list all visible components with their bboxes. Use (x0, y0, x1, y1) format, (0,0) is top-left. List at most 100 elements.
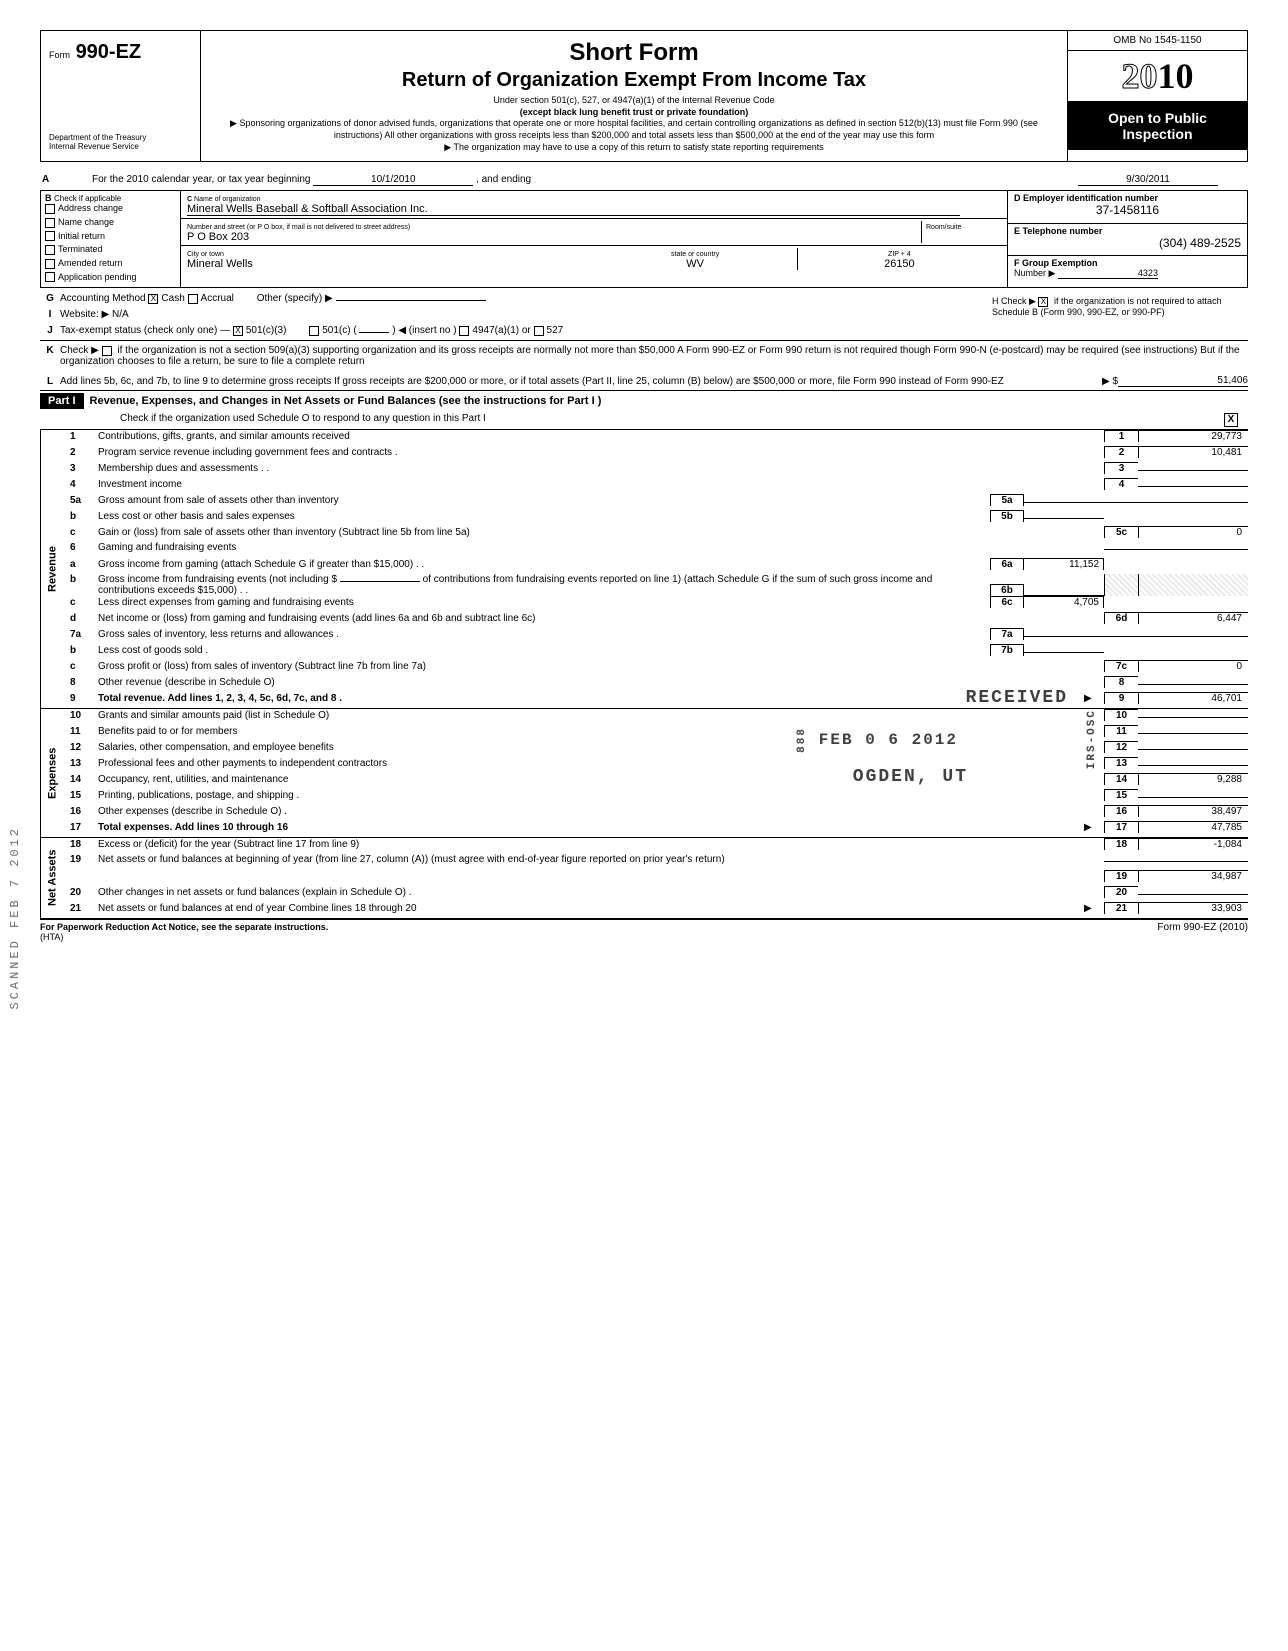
line-j: J Tax-exempt status (check only one) — X… (40, 324, 988, 340)
year-prefix: 20 (1122, 56, 1158, 96)
initial-label: Initial return (58, 231, 105, 241)
vertical-scan-stamp: SCANNED FEB 7 2012 (8, 826, 22, 1010)
ein-label: D Employer identification number (1014, 193, 1241, 203)
desc-3: Membership dues and assessments . . (98, 463, 1104, 474)
i-label: I (40, 309, 60, 320)
part1-header: Part I (40, 393, 84, 409)
num-4: 4 (64, 479, 98, 490)
val-4 (1138, 486, 1248, 487)
desc-6: Gaming and fundraising events (98, 542, 1104, 553)
h-checkbox[interactable]: X (1038, 297, 1048, 307)
subval-5b (1024, 518, 1104, 519)
desc-4: Investment income (98, 479, 1104, 490)
num-9: 9 (64, 693, 98, 704)
addr-change-checkbox[interactable] (45, 204, 55, 214)
inspection-1: Open to Public (1072, 110, 1243, 126)
box-15: 15 (1104, 789, 1138, 801)
insert-no: ) ◀ (insert no ) (392, 325, 456, 336)
num-5b: b (64, 511, 98, 522)
501c-checkbox[interactable] (309, 326, 319, 336)
column-d: D Employer identification number 37-1458… (1007, 191, 1247, 287)
a-begin-date: 10/1/2010 (313, 174, 473, 186)
val-7a-shade (1138, 636, 1248, 637)
subval-7b (1024, 652, 1104, 653)
pending-checkbox[interactable] (45, 272, 55, 282)
a-end-value: 9/30/2011 (1078, 174, 1218, 186)
footer-left: For Paperwork Reduction Act Notice, see … (40, 922, 328, 942)
ein-value: 37-1458116 (1014, 203, 1241, 217)
cash-checkbox[interactable]: X (148, 294, 158, 304)
val-8 (1138, 684, 1248, 685)
title-box: Short Form Return of Organization Exempt… (201, 31, 1067, 161)
paperwork-notice: For Paperwork Reduction Act Notice, see … (40, 922, 328, 932)
terminated-row: Terminated (45, 244, 176, 255)
desc-17: Total expenses. Add lines 10 through 16 (98, 822, 1084, 833)
box-8: 8 (1104, 676, 1138, 688)
4947-label: 4947(a)(1) or (472, 325, 530, 336)
name-change-row: Name change (45, 217, 176, 228)
val-5a-shade (1138, 502, 1248, 503)
netassets-rows: 18 Excess or (deficit) for the year (Sub… (64, 838, 1248, 918)
row-10: 10 Grants and similar amounts paid (list… (64, 709, 1248, 725)
4947-checkbox[interactable] (459, 326, 469, 336)
val-19: 34,987 (1138, 870, 1248, 882)
desc-7a: Gross sales of inventory, less returns a… (98, 629, 990, 640)
i-content: Website: ▶ N/A (60, 309, 988, 320)
accrual-checkbox[interactable] (188, 294, 198, 304)
num-20: 20 (64, 887, 98, 898)
box-21: 21 (1104, 902, 1138, 914)
revenue-vertical-label: Revenue (40, 430, 64, 708)
val-16: 38,497 (1138, 805, 1248, 817)
initial-checkbox[interactable] (45, 231, 55, 241)
num-1: 1 (64, 431, 98, 442)
subtitle-sponsoring: ▶ Sponsoring organizations of donor advi… (211, 118, 1057, 141)
box-5c: 5c (1104, 526, 1138, 538)
part1-check-box[interactable]: X (1224, 413, 1238, 427)
part1-check-text: Check if the organization used Schedule … (120, 413, 486, 427)
row-7b: b Less cost of goods sold . 7b (64, 644, 1248, 660)
form-number-box: Form 990-EZ Department of the Treasury I… (41, 31, 201, 161)
title-short-form: Short Form (211, 39, 1057, 67)
name-change-checkbox[interactable] (45, 218, 55, 228)
amended-checkbox[interactable] (45, 259, 55, 269)
phone-value: (304) 489-2525 (1014, 236, 1241, 250)
accrual-label: Accrual (201, 293, 234, 304)
box-19: 19 (1104, 870, 1138, 882)
desc-6a: Gross income from gaming (attach Schedul… (98, 559, 990, 570)
527-label: 527 (547, 325, 564, 336)
section-a: A For the 2010 calendar year, or tax yea… (40, 172, 1248, 188)
val-2: 10,481 (1138, 446, 1248, 458)
box-16: 16 (1104, 805, 1138, 817)
desc-2: Program service revenue including govern… (98, 447, 1104, 458)
501c3-checkbox[interactable]: X (233, 326, 243, 336)
terminated-checkbox[interactable] (45, 245, 55, 255)
pending-row: Application pending (45, 272, 176, 283)
k-text2: if the organization is not a section 509… (60, 345, 1240, 367)
num-6a: a (64, 559, 98, 570)
num-19: 19 (64, 854, 98, 865)
num-13: 13 (64, 758, 98, 769)
terminated-label: Terminated (58, 244, 103, 254)
row-18: 18 Excess or (deficit) for the year (Sub… (64, 838, 1248, 854)
527-checkbox[interactable] (534, 326, 544, 336)
addr-change-label: Address change (58, 203, 123, 213)
val-6d: 6,447 (1138, 612, 1248, 624)
street-row: Number and street (or P O box, if mail i… (181, 219, 1007, 246)
h-box: H Check ▶ X if the organization is not r… (988, 292, 1248, 340)
desc-6d: Net income or (loss) from gaming and fun… (98, 613, 1104, 624)
subval-6c: 4,705 (1024, 596, 1104, 608)
ein-row: D Employer identification number 37-1458… (1008, 191, 1247, 223)
column-b: B Check if applicable Address change Nam… (41, 191, 181, 287)
501c3-label: 501(c)(3) (246, 325, 287, 336)
num-14: 14 (64, 774, 98, 785)
k-checkbox[interactable] (102, 346, 112, 356)
box-4: 4 (1104, 478, 1138, 490)
line-i: I Website: ▶ N/A (40, 308, 988, 324)
row-15: 15 Printing, publications, postage, and … (64, 789, 1248, 805)
row-12: 12 Salaries, other compensation, and emp… (64, 741, 1248, 757)
group-exemption-row: F Group Exemption Number ▶ 4323 (1008, 256, 1247, 287)
row-13: 13 Professional fees and other payments … (64, 757, 1248, 773)
val-5c: 0 (1138, 526, 1248, 538)
val-20 (1138, 894, 1248, 895)
val-1: 29,773 (1138, 430, 1248, 442)
